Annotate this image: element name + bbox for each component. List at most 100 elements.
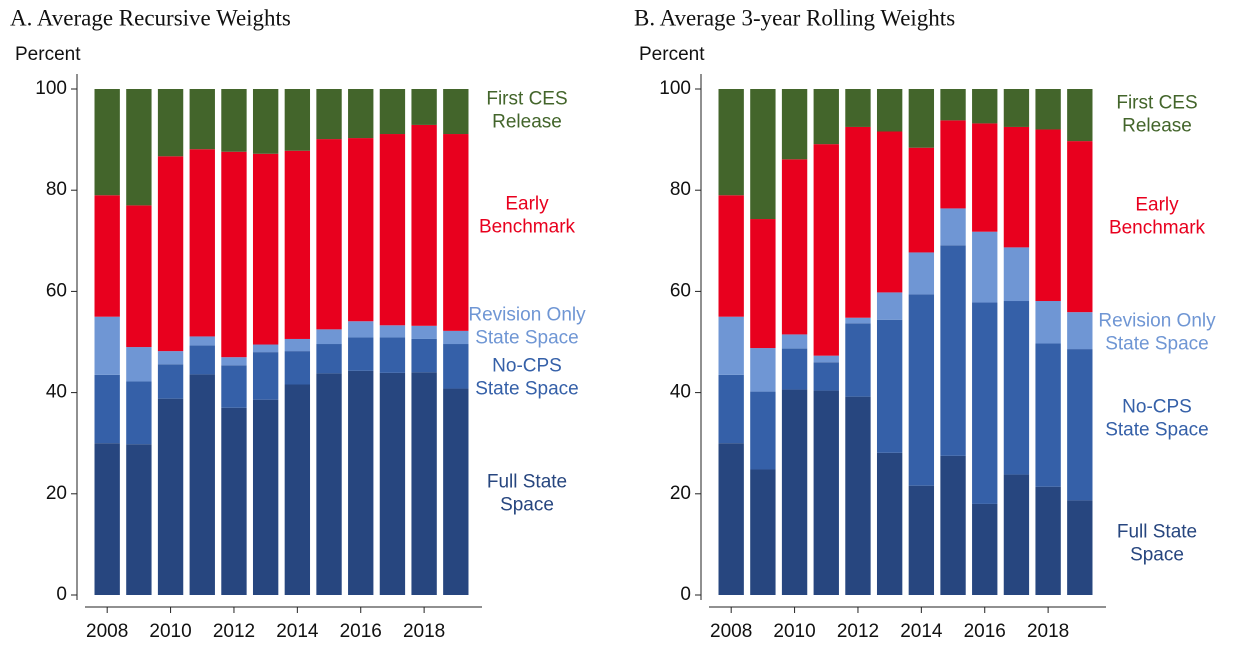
bar-segment — [908, 147, 935, 253]
bar-segment — [316, 329, 342, 345]
bar-segment — [750, 391, 776, 470]
bar-segment — [411, 89, 437, 125]
bar-segment — [845, 396, 871, 595]
series-label: Full State Space — [1117, 522, 1197, 566]
bar-segment — [316, 344, 342, 374]
bar-segment — [940, 245, 966, 456]
bar-segment — [750, 469, 776, 595]
x-tick-label: 2010 — [773, 621, 815, 642]
bar-segment — [1003, 247, 1030, 302]
bar-segment — [813, 144, 839, 356]
x-tick-label: 2018 — [403, 621, 445, 642]
bar-segment — [411, 124, 437, 326]
bar-segment — [813, 89, 839, 145]
bar-segment — [189, 336, 215, 346]
bar-segment — [316, 89, 342, 140]
bar-segment — [972, 302, 998, 504]
bar-segment — [94, 374, 120, 444]
bar-segment — [221, 357, 247, 366]
bar-segment — [781, 334, 808, 349]
bar-segment — [845, 89, 871, 127]
bar-segment — [411, 372, 437, 595]
bar-segment — [443, 388, 469, 595]
bar-segment — [845, 323, 871, 397]
bar-segment — [908, 294, 935, 486]
y-tick-label: 20 — [46, 483, 67, 504]
x-tick-label: 2012 — [837, 621, 879, 642]
bar-segment — [718, 374, 744, 444]
series-label: Early Benchmark — [1109, 195, 1206, 239]
bar-segment — [379, 372, 406, 595]
bar-segment — [972, 231, 998, 303]
y-tick-label: 20 — [670, 483, 691, 504]
bar-segment — [94, 89, 120, 196]
bar-segment — [1003, 301, 1030, 475]
bar-segment — [1035, 129, 1061, 302]
bar-segment — [284, 351, 311, 385]
y-tick-label: 100 — [35, 78, 67, 99]
bar-segment — [221, 89, 247, 152]
y-tick-label: 60 — [46, 280, 67, 301]
bar-segment — [908, 485, 935, 595]
y-tick-label: 40 — [46, 382, 67, 403]
bar-segment — [189, 374, 215, 595]
y-tick-label: 100 — [659, 78, 691, 99]
bar-segment — [284, 150, 311, 339]
series-label: First CES Release — [486, 89, 567, 133]
bar-segment — [781, 159, 808, 335]
y-tick-label: 80 — [670, 179, 691, 200]
bar-segment — [876, 131, 903, 293]
bar-segment — [221, 407, 247, 595]
bar-segment — [252, 399, 279, 595]
bar-segment — [1067, 349, 1093, 501]
bar-segment — [813, 355, 839, 363]
y-tick-label: 60 — [670, 280, 691, 301]
bar-segment — [1003, 89, 1030, 127]
bar-segment — [348, 138, 374, 322]
bar-segment — [1035, 89, 1061, 130]
series-label: No-CPS State Space — [1105, 397, 1209, 441]
bar-segment — [940, 89, 966, 121]
series-label: Revision Only State Space — [1098, 311, 1216, 355]
series-label: Full State Space — [487, 472, 567, 516]
y-tick-label: 0 — [680, 584, 691, 605]
bar-segment — [813, 390, 839, 595]
bar-segment — [157, 156, 184, 352]
bar-segment — [379, 337, 406, 373]
bar-segment — [1035, 486, 1061, 595]
bar-segment — [972, 503, 998, 595]
bar-segment — [1067, 500, 1093, 595]
bar-segment — [718, 195, 744, 317]
bar-segment — [411, 338, 437, 373]
bar-segment — [940, 208, 966, 246]
bar-segment — [443, 89, 469, 135]
x-tick-label: 2016 — [340, 621, 382, 642]
bar-segment — [157, 398, 184, 595]
bar-segment — [252, 344, 279, 353]
bar-segment — [94, 443, 120, 595]
y-tick-label: 0 — [56, 584, 67, 605]
bar-segment — [876, 452, 903, 595]
bar-segment — [908, 252, 935, 295]
x-tick-label: 2010 — [149, 621, 191, 642]
bar-segment — [189, 89, 215, 150]
bar-segment — [157, 351, 184, 365]
bar-segment — [972, 123, 998, 232]
bar-segment — [940, 120, 966, 209]
bar-segment — [876, 319, 903, 453]
bar-segment — [781, 348, 808, 390]
x-tick-label: 2008 — [86, 621, 128, 642]
bar-segment — [1067, 89, 1093, 142]
bar-segment — [316, 139, 342, 330]
bar-segment — [126, 444, 152, 595]
bar-segment — [813, 362, 839, 391]
bar-segment — [94, 195, 120, 317]
bar-segment — [284, 338, 311, 352]
bar-segment — [876, 292, 903, 320]
bar-segment — [845, 317, 871, 324]
bar-segment — [750, 219, 776, 349]
bar-segment — [379, 134, 406, 326]
bar-segment — [189, 345, 215, 375]
bar-segment — [252, 352, 279, 400]
y-tick-label: 40 — [670, 382, 691, 403]
